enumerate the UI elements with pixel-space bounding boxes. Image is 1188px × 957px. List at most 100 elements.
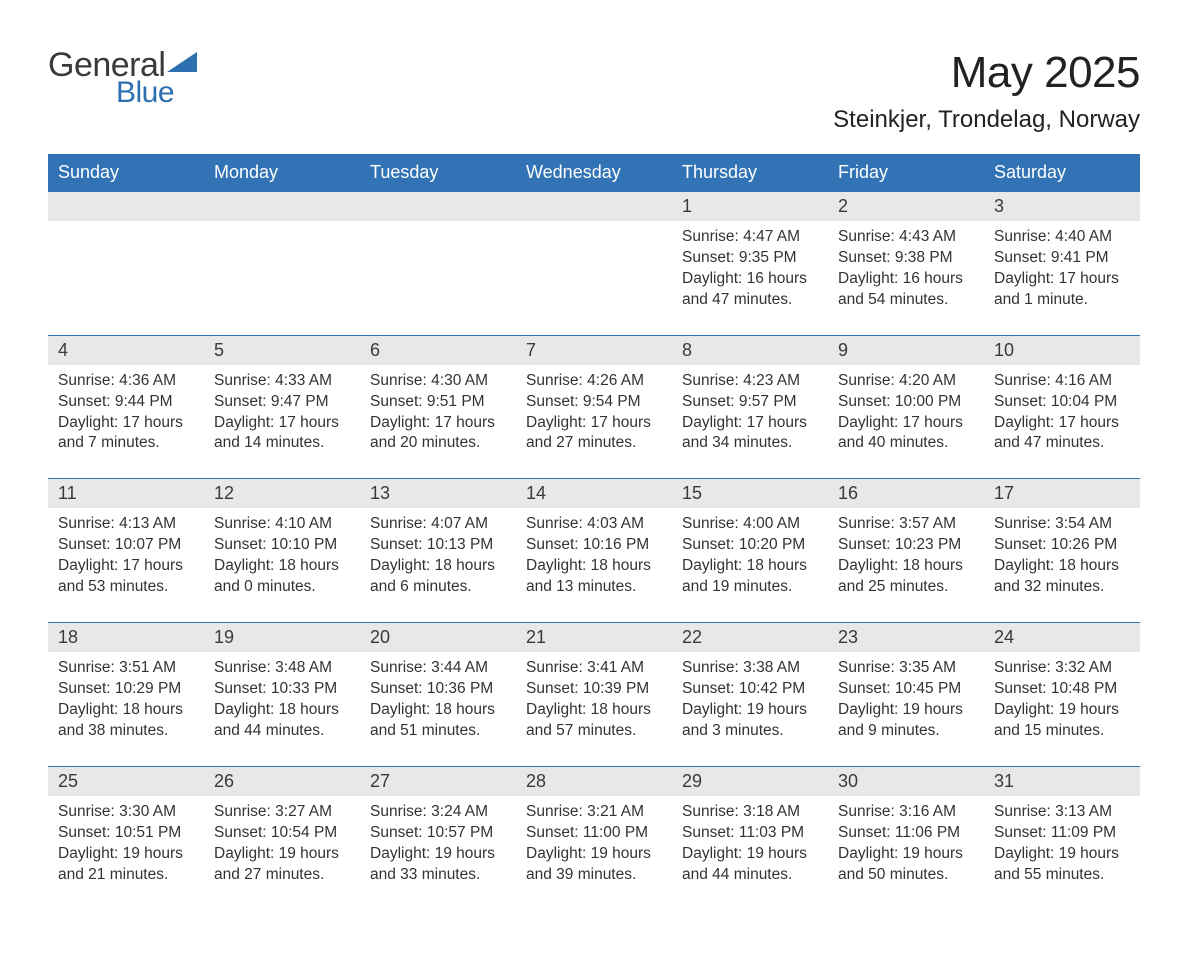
daylight-text: Daylight: 19 hours and 3 minutes. [682, 700, 818, 742]
day-cell: 14Sunrise: 4:03 AMSunset: 10:16 PMDaylig… [516, 479, 672, 623]
daylight-text: Daylight: 19 hours and 44 minutes. [682, 844, 818, 886]
day-body: Sunrise: 4:13 AMSunset: 10:07 PMDaylight… [48, 508, 204, 622]
day-cell: 10Sunrise: 4:16 AMSunset: 10:04 PMDaylig… [984, 335, 1140, 479]
day-number: 16 [828, 479, 984, 508]
day-body: Sunrise: 4:43 AMSunset: 9:38 PMDaylight:… [828, 221, 984, 335]
day-cell [48, 192, 204, 336]
day-number [48, 192, 204, 221]
day-cell: 16Sunrise: 3:57 AMSunset: 10:23 PMDaylig… [828, 479, 984, 623]
day-cell: 19Sunrise: 3:48 AMSunset: 10:33 PMDaylig… [204, 623, 360, 767]
sunset-text: Sunset: 11:00 PM [526, 823, 662, 844]
day-cell [204, 192, 360, 336]
day-number: 4 [48, 336, 204, 365]
weekday-header: Saturday [984, 154, 1140, 192]
sunset-text: Sunset: 10:48 PM [994, 679, 1130, 700]
sunrise-text: Sunrise: 3:21 AM [526, 802, 662, 823]
sunset-text: Sunset: 10:26 PM [994, 535, 1130, 556]
day-number: 22 [672, 623, 828, 652]
day-cell: 3Sunrise: 4:40 AMSunset: 9:41 PMDaylight… [984, 192, 1140, 336]
sunrise-text: Sunrise: 3:13 AM [994, 802, 1130, 823]
day-body: Sunrise: 3:16 AMSunset: 11:06 PMDaylight… [828, 796, 984, 910]
day-body: Sunrise: 4:00 AMSunset: 10:20 PMDaylight… [672, 508, 828, 622]
day-number: 27 [360, 767, 516, 796]
day-body: Sunrise: 4:16 AMSunset: 10:04 PMDaylight… [984, 365, 1140, 479]
sunrise-text: Sunrise: 4:00 AM [682, 514, 818, 535]
month-title: May 2025 [833, 48, 1140, 98]
sunrise-text: Sunrise: 3:35 AM [838, 658, 974, 679]
day-number: 9 [828, 336, 984, 365]
daylight-text: Daylight: 18 hours and 13 minutes. [526, 556, 662, 598]
day-number: 11 [48, 479, 204, 508]
sunrise-text: Sunrise: 4:43 AM [838, 227, 974, 248]
sunrise-text: Sunrise: 4:47 AM [682, 227, 818, 248]
day-number: 30 [828, 767, 984, 796]
sunset-text: Sunset: 11:06 PM [838, 823, 974, 844]
weekday-header: Tuesday [360, 154, 516, 192]
sunrise-text: Sunrise: 4:26 AM [526, 371, 662, 392]
daylight-text: Daylight: 18 hours and 57 minutes. [526, 700, 662, 742]
sunrise-text: Sunrise: 3:57 AM [838, 514, 974, 535]
sunrise-text: Sunrise: 3:48 AM [214, 658, 350, 679]
sunrise-text: Sunrise: 3:16 AM [838, 802, 974, 823]
sunset-text: Sunset: 10:23 PM [838, 535, 974, 556]
sunrise-text: Sunrise: 3:30 AM [58, 802, 194, 823]
daylight-text: Daylight: 18 hours and 38 minutes. [58, 700, 194, 742]
day-cell: 6Sunrise: 4:30 AMSunset: 9:51 PMDaylight… [360, 335, 516, 479]
day-body [516, 221, 672, 251]
sunset-text: Sunset: 10:00 PM [838, 392, 974, 413]
day-cell: 29Sunrise: 3:18 AMSunset: 11:03 PMDaylig… [672, 766, 828, 909]
weekday-header: Wednesday [516, 154, 672, 192]
day-number: 5 [204, 336, 360, 365]
sunset-text: Sunset: 10:42 PM [682, 679, 818, 700]
daylight-text: Daylight: 19 hours and 27 minutes. [214, 844, 350, 886]
day-number: 13 [360, 479, 516, 508]
daylight-text: Daylight: 18 hours and 0 minutes. [214, 556, 350, 598]
day-body [204, 221, 360, 251]
daylight-text: Daylight: 18 hours and 44 minutes. [214, 700, 350, 742]
daylight-text: Daylight: 17 hours and 53 minutes. [58, 556, 194, 598]
sunset-text: Sunset: 10:45 PM [838, 679, 974, 700]
day-body: Sunrise: 3:41 AMSunset: 10:39 PMDaylight… [516, 652, 672, 766]
calendar-table: Sunday Monday Tuesday Wednesday Thursday… [48, 154, 1140, 909]
sunrise-text: Sunrise: 4:16 AM [994, 371, 1130, 392]
day-body: Sunrise: 3:57 AMSunset: 10:23 PMDaylight… [828, 508, 984, 622]
sunrise-text: Sunrise: 4:40 AM [994, 227, 1130, 248]
day-body: Sunrise: 4:03 AMSunset: 10:16 PMDaylight… [516, 508, 672, 622]
day-cell: 22Sunrise: 3:38 AMSunset: 10:42 PMDaylig… [672, 623, 828, 767]
day-number: 1 [672, 192, 828, 221]
day-number [516, 192, 672, 221]
day-number: 3 [984, 192, 1140, 221]
header: General Blue May 2025 Steinkjer, Trondel… [48, 48, 1140, 134]
sunset-text: Sunset: 11:09 PM [994, 823, 1130, 844]
sunset-text: Sunset: 10:39 PM [526, 679, 662, 700]
sunset-text: Sunset: 10:16 PM [526, 535, 662, 556]
sunrise-text: Sunrise: 3:18 AM [682, 802, 818, 823]
day-body: Sunrise: 4:30 AMSunset: 9:51 PMDaylight:… [360, 365, 516, 479]
day-number: 29 [672, 767, 828, 796]
sunset-text: Sunset: 9:41 PM [994, 248, 1130, 269]
day-number: 14 [516, 479, 672, 508]
sunset-text: Sunset: 9:44 PM [58, 392, 194, 413]
sunrise-text: Sunrise: 4:36 AM [58, 371, 194, 392]
day-cell: 24Sunrise: 3:32 AMSunset: 10:48 PMDaylig… [984, 623, 1140, 767]
day-number: 8 [672, 336, 828, 365]
sunset-text: Sunset: 10:33 PM [214, 679, 350, 700]
weekday-header-row: Sunday Monday Tuesday Wednesday Thursday… [48, 154, 1140, 192]
daylight-text: Daylight: 19 hours and 50 minutes. [838, 844, 974, 886]
sunset-text: Sunset: 10:29 PM [58, 679, 194, 700]
sunset-text: Sunset: 10:13 PM [370, 535, 506, 556]
week-row: 4Sunrise: 4:36 AMSunset: 9:44 PMDaylight… [48, 335, 1140, 479]
week-row: 1Sunrise: 4:47 AMSunset: 9:35 PMDaylight… [48, 192, 1140, 336]
sunrise-text: Sunrise: 3:51 AM [58, 658, 194, 679]
sunset-text: Sunset: 10:54 PM [214, 823, 350, 844]
day-number: 7 [516, 336, 672, 365]
sunrise-text: Sunrise: 4:07 AM [370, 514, 506, 535]
daylight-text: Daylight: 16 hours and 47 minutes. [682, 269, 818, 311]
logo: General Blue [48, 48, 197, 110]
sunrise-text: Sunrise: 3:41 AM [526, 658, 662, 679]
weekday-header: Monday [204, 154, 360, 192]
weekday-header: Thursday [672, 154, 828, 192]
day-body: Sunrise: 3:48 AMSunset: 10:33 PMDaylight… [204, 652, 360, 766]
sunrise-text: Sunrise: 4:10 AM [214, 514, 350, 535]
sunset-text: Sunset: 9:51 PM [370, 392, 506, 413]
